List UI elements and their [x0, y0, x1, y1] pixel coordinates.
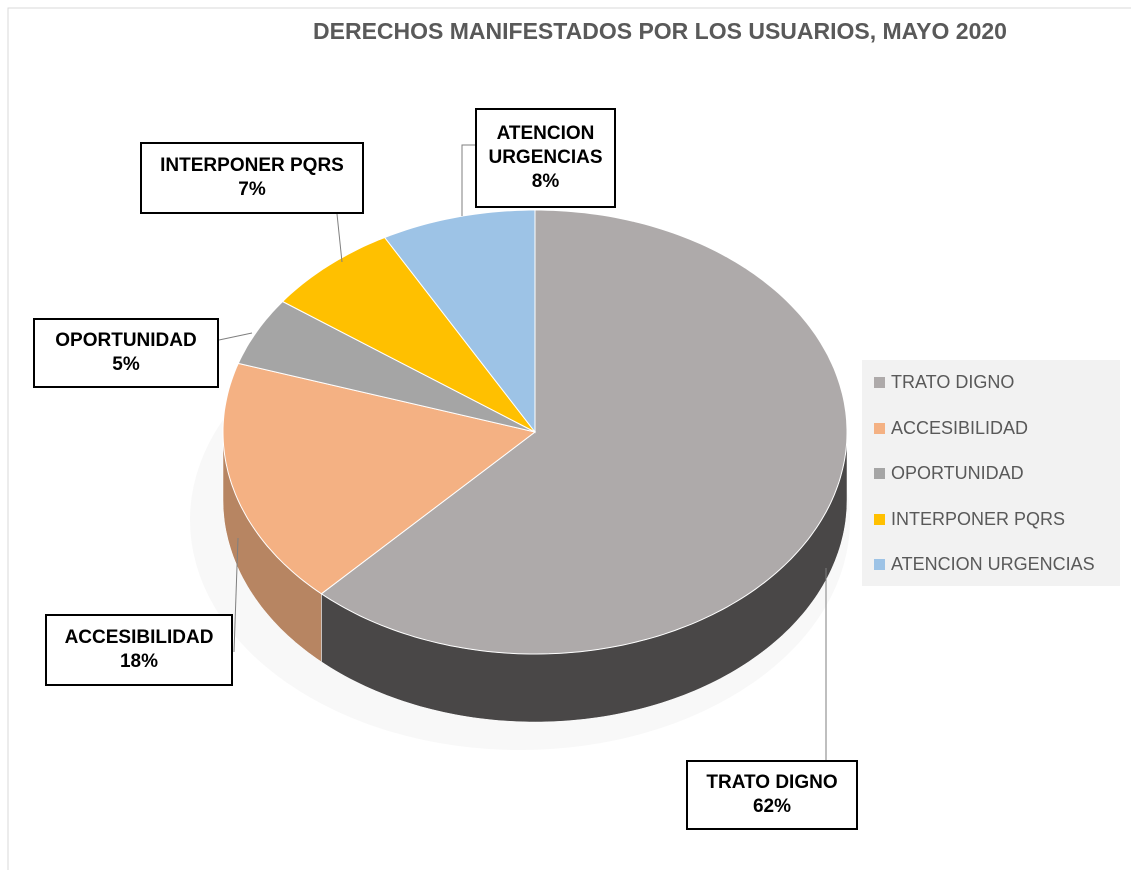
data-label: INTERPONER PQRS 7%	[140, 142, 364, 214]
slice	[383, 209, 536, 434]
legend-swatch	[874, 559, 885, 570]
chart-frame	[7, 7, 1131, 870]
leader-line	[461, 144, 475, 216]
legend-label: ATENCION URGENCIAS	[891, 554, 1095, 574]
data-label-value: 62%	[752, 796, 792, 817]
data-label-value: 7%	[238, 179, 266, 200]
data-label-category: INTERPONER PQRS	[160, 155, 344, 176]
data-label-category: OPORTUNIDAD	[55, 330, 197, 351]
data-label-value: 5%	[112, 354, 140, 375]
data-label: TRATO DIGNO 62%	[686, 760, 858, 830]
slice	[237, 300, 536, 433]
data-label-value: 18%	[119, 651, 159, 672]
legend-swatch	[874, 422, 885, 434]
slice	[320, 209, 848, 655]
legend-label: INTERPONER PQRS	[891, 508, 1066, 529]
legend-item: INTERPONER PQRS	[874, 509, 1065, 530]
leader-line	[233, 537, 239, 653]
legend-swatch	[874, 468, 885, 479]
legend-label: TRATO DIGNO	[891, 372, 1015, 392]
legend-label: OPORTUNIDAD	[891, 463, 1024, 483]
data-label-category: TRATO DIGNO	[706, 772, 838, 793]
legend-item: ATENCION URGENCIAS	[874, 554, 1095, 575]
data-label-category: ATENCION URGENCIAS	[488, 123, 603, 168]
data-label: ACCESIBILIDAD 18%	[45, 614, 233, 686]
legend-swatch	[874, 513, 885, 525]
leader-line	[218, 332, 253, 341]
legend-label: ACCESIBILIDAD	[891, 417, 1029, 438]
data-label: ATENCION URGENCIAS 8%	[475, 108, 616, 208]
legend-item: ACCESIBILIDAD	[874, 418, 1028, 439]
slice	[222, 362, 537, 595]
data-label-category: ACCESIBILIDAD	[64, 627, 214, 648]
legend-item: TRATO DIGNO	[874, 372, 1014, 393]
slice	[281, 236, 536, 433]
legend: TRATO DIGNO ACCESIBILIDAD OPORTUNIDAD INTER…	[862, 360, 1120, 586]
data-label-value: 8%	[531, 171, 560, 192]
data-label: OPORTUNIDAD 5%	[33, 318, 219, 388]
leader-line	[336, 213, 343, 263]
legend-swatch	[874, 377, 885, 388]
chart-title: DERECHOS MANIFESTADOS POR LOS USUARIOS, …	[313, 18, 1007, 44]
legend-item: OPORTUNIDAD	[874, 463, 1024, 484]
